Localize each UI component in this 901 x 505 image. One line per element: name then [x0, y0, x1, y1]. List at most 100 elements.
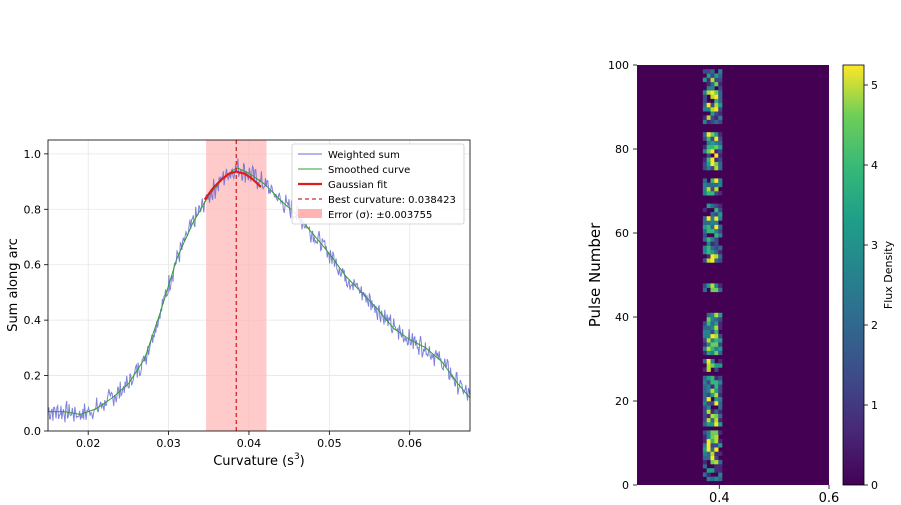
heatmap-cell: [710, 346, 715, 351]
heatmap-y-tick-label: 40: [615, 311, 629, 324]
heatmap-cell: [714, 216, 719, 221]
heatmap-cell: [718, 409, 723, 414]
heatmap-cell: [706, 115, 711, 120]
heatmap-cell: [702, 94, 707, 99]
heatmap-cell: [702, 422, 707, 427]
heatmap-cell: [718, 283, 723, 288]
heatmap-cell: [710, 342, 715, 347]
heatmap-cell: [718, 216, 723, 221]
heatmap-cell: [710, 111, 715, 116]
heatmap-cell: [710, 165, 715, 171]
heatmap-cell: [714, 144, 719, 150]
colorbar: [842, 64, 865, 486]
heatmap-cell: [714, 392, 719, 398]
heatmap-cell: [710, 136, 715, 141]
heatmap-cell: [710, 455, 715, 461]
heatmap-cell: [706, 186, 711, 192]
heatmap-y-axis-label: Pulse Number: [586, 222, 604, 327]
heatmap-cell: [714, 153, 719, 158]
heatmap-cell: [706, 73, 711, 78]
series-weighted-sum: [47, 158, 471, 423]
heatmap-cell: [718, 258, 723, 263]
heatmap-cell: [702, 132, 707, 137]
heatmap-cell: [714, 224, 719, 230]
heatmap-cell: [706, 434, 711, 440]
heatmap-cell: [702, 409, 707, 414]
heatmap-cell: [718, 94, 723, 99]
heatmap-cell: [702, 233, 707, 238]
heatmap-cell: [706, 228, 711, 234]
heatmap-cell: [710, 81, 715, 87]
heatmap-cell: [718, 212, 723, 217]
heatmap-cell: [706, 396, 711, 402]
heatmap-cell: [710, 144, 715, 150]
heatmap-cell: [710, 409, 715, 414]
heatmap-cell: [714, 401, 719, 406]
heatmap-cell: [714, 384, 719, 389]
heatmap-cell: [702, 186, 707, 192]
heatmap-cell: [706, 241, 711, 246]
heatmap-cell: [710, 182, 715, 188]
heatmap-cell: [710, 132, 715, 137]
heatmap-cell: [710, 451, 715, 456]
left-y-tick-label: 0.6: [24, 259, 42, 272]
heatmap-cell: [706, 90, 711, 95]
heatmap-cell: [714, 73, 719, 78]
heatmap-cell: [718, 459, 723, 465]
heatmap-cell: [702, 98, 707, 104]
heatmap-cell: [702, 384, 707, 389]
heatmap-cell: [714, 258, 719, 263]
heatmap-cell: [702, 459, 707, 465]
heatmap-cell: [706, 86, 711, 91]
heatmap-cell: [706, 388, 711, 393]
heatmap-cell: [718, 81, 723, 87]
colorbar-tick-label: 1: [871, 399, 878, 412]
heatmap-cell: [706, 401, 711, 406]
heatmap-cell: [714, 317, 719, 322]
heatmap-cell: [710, 216, 715, 221]
heatmap-cell: [710, 69, 715, 74]
heatmap-cell: [706, 224, 711, 230]
heatmap-cell: [706, 472, 711, 477]
heatmap-cell: [706, 321, 711, 326]
heatmap-cell: [718, 359, 723, 364]
heatmap-cell: [706, 132, 711, 137]
heatmap-cell: [710, 203, 715, 209]
heatmap-cell: [702, 405, 707, 410]
heatmap-cell: [714, 283, 719, 288]
heatmap-cell: [710, 86, 715, 91]
heatmap-x-tick-label: 0.4: [709, 491, 730, 505]
heatmap-cell: [718, 430, 723, 435]
heatmap-cell: [718, 476, 723, 482]
heatmap-cell: [702, 455, 707, 461]
heatmap-cell: [718, 396, 723, 402]
heatmap-cell: [706, 317, 711, 322]
heatmap-cell: [706, 380, 711, 385]
heatmap-cell: [702, 161, 707, 167]
heatmap-cell: [702, 451, 707, 456]
colorbar-ticks: 0 1 2 3 4 5: [864, 79, 878, 492]
heatmap-cell: [706, 346, 711, 351]
heatmap-cell: [714, 329, 719, 335]
heatmap-cell: [714, 94, 719, 99]
heatmap-cell: [714, 375, 719, 381]
heatmap-cell: [714, 422, 719, 427]
heatmap-cell: [702, 191, 707, 196]
heatmap-cell: [702, 258, 707, 263]
heatmap-cell: [714, 102, 719, 108]
heatmap-cell: [714, 182, 719, 188]
heatmap-cell: [718, 312, 723, 318]
colorbar-tick-label: 3: [871, 239, 878, 252]
heatmap-cell: [714, 346, 719, 351]
heatmap-cell: [702, 77, 707, 83]
heatmap-cell: [702, 216, 707, 221]
heatmap-cell: [706, 149, 711, 154]
heatmap-cell: [702, 472, 707, 477]
heatmap-cell: [710, 417, 715, 423]
heatmap-cell: [702, 102, 707, 108]
heatmap-cell: [710, 224, 715, 230]
heatmap-cell: [706, 350, 711, 356]
heatmap-cell: [706, 249, 711, 255]
heatmap-cell: [710, 178, 715, 183]
